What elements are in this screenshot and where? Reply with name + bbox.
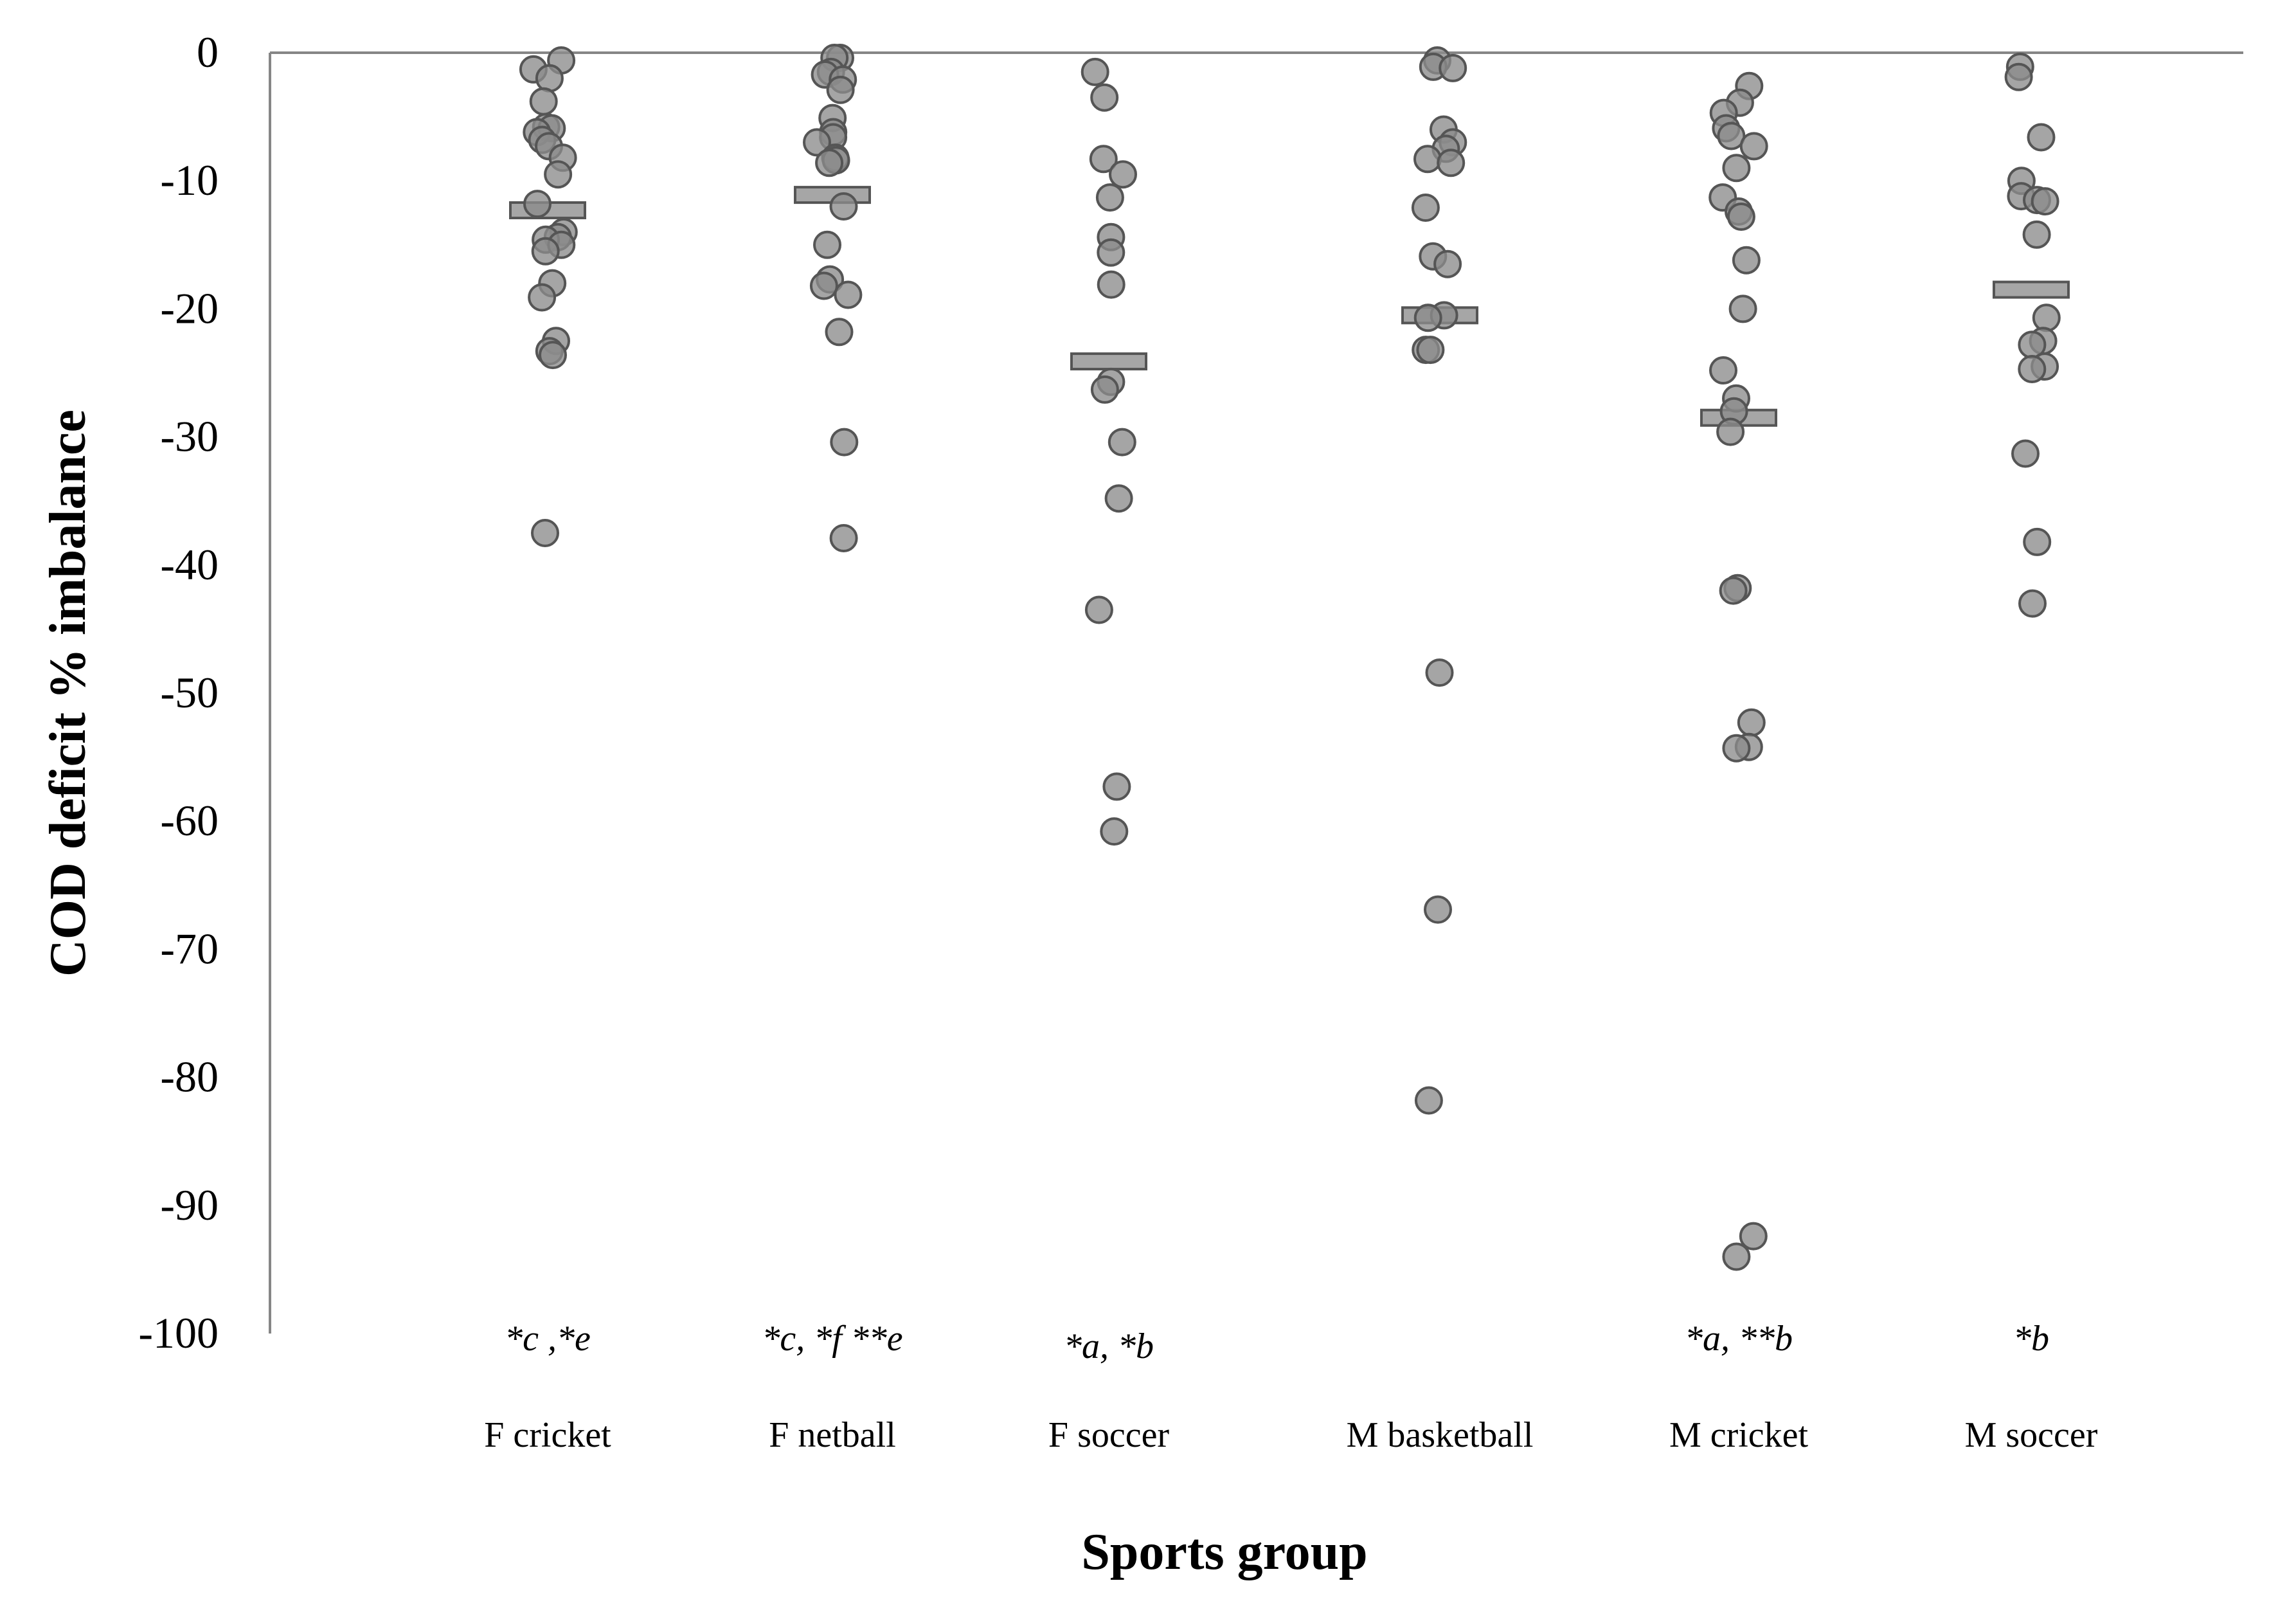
- y-tick-label: -30: [160, 412, 219, 461]
- y-tick-label: -100: [138, 1308, 219, 1357]
- x-category-label: F soccer: [1048, 1415, 1170, 1455]
- data-point: [1413, 145, 1442, 174]
- data-point: [1439, 53, 1467, 82]
- data-point: [1739, 132, 1768, 161]
- data-point: [1413, 303, 1442, 332]
- data-point: [2004, 62, 2033, 91]
- data-point: [1089, 145, 1118, 174]
- data-point: [535, 64, 564, 93]
- data-point: [1424, 895, 1452, 924]
- data-point: [544, 160, 573, 189]
- data-point: [1097, 270, 1126, 299]
- data-point: [1739, 1222, 1768, 1251]
- data-point: [1090, 375, 1119, 404]
- significance-annotations: *c ,*e *c, *f **e *a, *b *a, **b *b: [505, 1319, 2049, 1366]
- x-category-labels: F cricket F netball F soccer M basketball M …: [484, 1415, 2097, 1455]
- data-point: [1433, 249, 1462, 278]
- data-point: [2022, 220, 2051, 249]
- y-tick-label: -50: [160, 668, 219, 717]
- median-bar: [1070, 352, 1147, 371]
- data-point: [2027, 123, 2056, 152]
- data-point: [1709, 356, 1737, 384]
- data-point: [1732, 246, 1761, 275]
- data-point: [1084, 595, 1113, 624]
- data-point: [1437, 149, 1466, 177]
- data-point: [1097, 238, 1126, 267]
- significance-annotation: *a, *b: [1064, 1326, 1154, 1366]
- significance-annotation: *b: [2013, 1319, 2049, 1359]
- data-point: [1728, 294, 1757, 323]
- y-tick-label: -90: [160, 1180, 219, 1229]
- data-point: [528, 283, 557, 312]
- data-point: [1722, 1242, 1751, 1271]
- data-point: [1090, 83, 1119, 112]
- data-point: [539, 341, 567, 370]
- y-tick-label: -40: [160, 540, 219, 589]
- data-point: [829, 192, 858, 221]
- x-category-label: F cricket: [484, 1415, 611, 1455]
- data-point: [1717, 122, 1746, 150]
- data-point: [523, 190, 552, 219]
- data-point: [1414, 1086, 1443, 1115]
- significance-annotation: *c, *f **e: [762, 1319, 902, 1359]
- x-category-label: M basketball: [1347, 1415, 1534, 1455]
- data-point: [809, 271, 838, 300]
- data-point: [1095, 183, 1124, 212]
- significance-annotation: *a, **b: [1685, 1319, 1793, 1359]
- data-point: [1109, 160, 1137, 189]
- data-point: [1737, 708, 1766, 737]
- data-point: [829, 524, 858, 552]
- data-point: [830, 428, 859, 457]
- y-tick-label: -10: [160, 156, 219, 204]
- data-point: [531, 237, 560, 266]
- data-point: [1722, 734, 1751, 763]
- x-category-label: M soccer: [1965, 1415, 2098, 1455]
- data-point: [531, 519, 559, 547]
- axes: [269, 51, 2243, 1334]
- median-bar: [1993, 280, 2070, 299]
- data-point: [1716, 417, 1745, 446]
- data-point: [2011, 439, 2040, 468]
- data-point: [834, 280, 863, 309]
- data-point: [1108, 428, 1136, 457]
- data-point: [1722, 154, 1751, 183]
- y-tick-label: -80: [160, 1053, 219, 1101]
- y-axis-title: COD deficit % imbalance: [40, 410, 96, 977]
- data-point: [815, 149, 844, 177]
- y-tick-label: -70: [160, 924, 219, 973]
- median-bars: [509, 186, 2070, 427]
- data-point: [1081, 57, 1109, 86]
- y-tick-labels: 0 -10 -20 -30 -40 -50 -60 -70 -80 -90 -100: [138, 28, 219, 1357]
- data-point: [2031, 187, 2059, 216]
- data-point: [803, 128, 831, 157]
- data-point: [2018, 355, 2047, 383]
- data-point: [2018, 589, 2047, 618]
- data-point: [529, 87, 558, 116]
- data-point: [2023, 527, 2052, 556]
- data-point: [826, 75, 855, 104]
- data-point: [813, 230, 841, 259]
- y-tick-label: 0: [197, 28, 219, 77]
- y-tick-label: -20: [160, 284, 219, 332]
- data-point: [2032, 303, 2061, 332]
- x-category-label: M cricket: [1669, 1415, 1809, 1455]
- data-point: [825, 318, 854, 347]
- data-point: [1104, 484, 1133, 513]
- x-category-label: F netball: [769, 1415, 896, 1455]
- x-axis-title: Sports group: [1081, 1524, 1367, 1580]
- data-point: [1411, 194, 1440, 222]
- significance-annotation: *c ,*e: [505, 1319, 591, 1359]
- data-point: [1425, 658, 1454, 687]
- data-point: [1719, 576, 1748, 605]
- data-point: [1726, 203, 1755, 231]
- data-point: [1416, 336, 1445, 365]
- data-point: [1102, 772, 1131, 801]
- data-points: [519, 44, 2061, 1271]
- data-point: [1100, 817, 1129, 846]
- y-tick-label: -60: [160, 796, 219, 845]
